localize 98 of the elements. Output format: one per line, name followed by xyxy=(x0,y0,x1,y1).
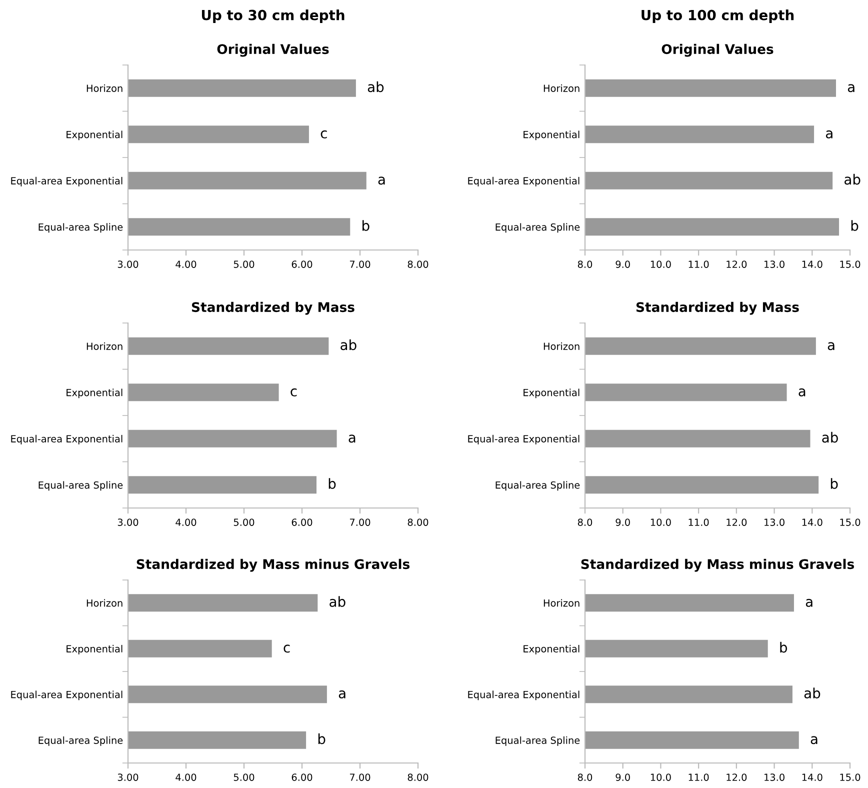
x-tick-label: 3.00 xyxy=(118,518,138,526)
data-label: b xyxy=(318,733,326,744)
chart-title: Standardized by Mass xyxy=(192,302,354,315)
x-tick-label: 11.0 xyxy=(688,518,709,526)
data-label: a xyxy=(810,736,818,744)
x-tick-label: 14.0 xyxy=(802,774,822,781)
x-tick-label: 4.00 xyxy=(176,518,196,526)
x-tick-label: 8.00 xyxy=(408,774,428,781)
y-tick-label: Equal-area Spline xyxy=(38,736,123,746)
data-label: ab xyxy=(804,688,820,698)
x-tick-label: 14.0 xyxy=(802,518,822,526)
x-tick-label: 5.00 xyxy=(234,774,254,781)
y-tick-label: Horizon xyxy=(86,342,122,350)
chart-title: Standardized by Mass minus Gravels xyxy=(581,558,854,572)
y-tick-label: Horizon xyxy=(544,599,580,607)
data-label: a xyxy=(806,598,812,607)
data-label: a xyxy=(348,434,356,443)
x-tick-label: 7.00 xyxy=(350,518,370,526)
data-label: b xyxy=(328,478,336,489)
x-tick-label: 8.00 xyxy=(408,260,428,268)
x-tick-label: 6.00 xyxy=(292,260,312,268)
x-tick-label: 13.0 xyxy=(764,260,784,268)
x-tick-label: 3.00 xyxy=(118,774,138,781)
y-tick-label: Equal-area Spline xyxy=(496,223,580,233)
y-tick-label: Exponential xyxy=(66,130,122,140)
chart-title: Standardized by Mass minus Gravels xyxy=(136,558,410,572)
y-tick-label: Equal-area Exponential xyxy=(468,176,580,186)
data-label: a xyxy=(338,690,346,698)
y-tick-label: Exponential xyxy=(66,388,122,398)
y-tick-label: Equal-area Exponential xyxy=(11,434,122,444)
data-label: a xyxy=(378,176,385,185)
x-tick-label: 8.00 xyxy=(408,518,428,526)
chart-title: Original Values xyxy=(217,44,329,57)
y-tick-label: Exponential xyxy=(524,130,580,140)
x-tick-label: 11.0 xyxy=(688,774,709,781)
x-tick-label: 8.0 xyxy=(578,774,592,781)
y-tick-label: Exponential xyxy=(66,644,122,654)
data-label: ab xyxy=(368,81,384,92)
x-tick-label: 9.0 xyxy=(616,260,630,268)
data-label: a xyxy=(826,130,832,138)
x-tick-label: 9.0 xyxy=(616,774,630,781)
data-label: a xyxy=(798,388,806,396)
y-tick-label: Exponential xyxy=(524,644,580,654)
x-tick-label: 14.0 xyxy=(802,260,822,268)
data-label: ab xyxy=(340,339,356,350)
y-tick-label: Horizon xyxy=(86,599,122,607)
x-tick-label: 13.0 xyxy=(764,518,784,526)
y-tick-label: Equal-area Exponential xyxy=(468,690,580,700)
data-label: ab xyxy=(822,432,838,443)
x-tick-label: 15.0 xyxy=(840,774,860,781)
y-tick-label: Equal-area Exponential xyxy=(11,176,122,186)
data-label: ab xyxy=(844,174,860,185)
data-label: c xyxy=(284,644,290,653)
x-tick-label: 10.0 xyxy=(650,260,671,268)
x-tick-label: 5.00 xyxy=(234,518,254,526)
y-tick-label: Exponential xyxy=(524,388,580,398)
x-tick-label: 13.0 xyxy=(764,774,784,781)
x-tick-label: 15.0 xyxy=(840,518,860,526)
x-tick-label: 11.0 xyxy=(688,260,709,268)
y-tick-label: Equal-area Exponential xyxy=(11,690,122,700)
data-label: b xyxy=(780,642,788,653)
x-tick-label: 8.0 xyxy=(578,518,592,526)
x-tick-label: 12.0 xyxy=(726,260,747,268)
x-tick-label: 15.0 xyxy=(840,260,860,268)
data-label: c xyxy=(320,130,327,138)
data-label: ab xyxy=(330,596,346,607)
x-tick-label: 10.0 xyxy=(650,518,671,526)
text: Up to 100 cm depth xyxy=(642,10,794,23)
data-label: c xyxy=(290,388,297,396)
x-tick-label: 7.00 xyxy=(350,260,370,268)
chart-title: Standardized by Mass xyxy=(636,302,799,315)
data-label: a xyxy=(828,342,834,350)
data-label: a xyxy=(848,84,854,92)
x-tick-label: 3.00 xyxy=(118,260,138,268)
x-tick-label: 10.0 xyxy=(650,774,671,781)
y-tick-label: Equal-area Exponential xyxy=(468,434,580,444)
x-tick-label: 6.00 xyxy=(292,518,312,526)
y-tick-label: Horizon xyxy=(544,342,580,350)
x-tick-label: 6.00 xyxy=(292,774,312,781)
y-tick-label: Equal-area Spline xyxy=(38,481,123,491)
x-tick-label: 4.00 xyxy=(176,260,196,268)
y-tick-label: Equal-area Spline xyxy=(496,736,580,746)
data-label: b xyxy=(362,220,370,231)
x-tick-label: 5.00 xyxy=(234,260,254,268)
x-tick-label: 12.0 xyxy=(726,774,747,781)
data-label: b xyxy=(851,220,858,231)
y-tick-label: Equal-area Spline xyxy=(496,481,580,491)
y-tick-label: Equal-area Spline xyxy=(38,223,123,233)
text: Up to 30 cm depth xyxy=(202,10,344,23)
x-tick-label: 4.00 xyxy=(176,774,196,781)
x-tick-label: 9.0 xyxy=(616,518,630,526)
x-tick-label: 12.0 xyxy=(726,518,747,526)
x-tick-label: 7.00 xyxy=(350,774,370,781)
y-tick-label: Horizon xyxy=(544,84,580,92)
y-tick-label: Horizon xyxy=(86,84,122,92)
x-tick-label: 8.0 xyxy=(578,260,592,268)
data-label: b xyxy=(830,478,838,489)
chart-title: Original Values xyxy=(662,44,774,57)
